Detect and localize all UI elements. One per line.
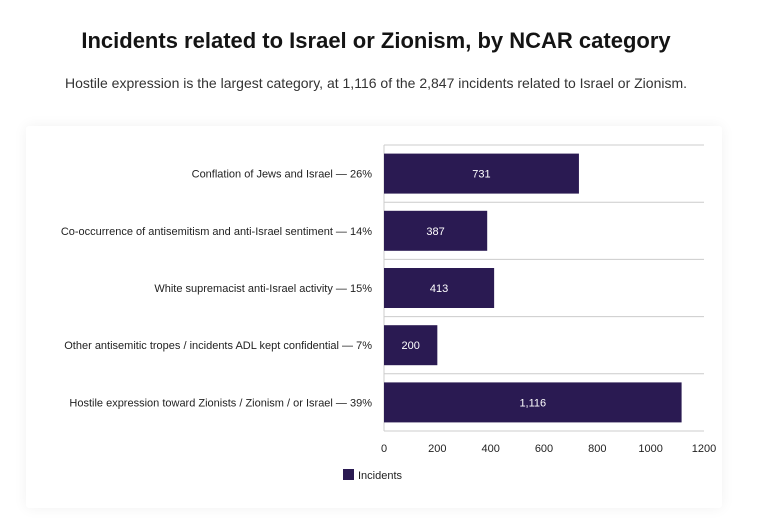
x-tick-label: 600 <box>535 443 553 455</box>
x-tick-label: 400 <box>481 443 499 455</box>
x-tick-label: 200 <box>428 443 446 455</box>
value-label: 387 <box>426 226 444 238</box>
category-label: Co-occurrence of antisemitism and anti-I… <box>61 226 372 238</box>
x-tick-label: 800 <box>588 443 606 455</box>
category-label: Conflation of Jews and Israel — 26% <box>192 169 373 181</box>
chart-subtitle: Hostile expression is the largest catego… <box>64 75 688 91</box>
bar <box>384 325 438 366</box>
legend-swatch <box>343 469 354 480</box>
value-label: 413 <box>430 283 448 295</box>
category-label: White supremacist anti-Israel activity —… <box>154 283 372 295</box>
value-label: 731 <box>472 169 490 181</box>
chart-title: Incidents related to Israel or Zionism, … <box>81 28 671 53</box>
bar <box>384 382 682 423</box>
value-label: 1,116 <box>519 397 546 409</box>
legend-label: Incidents <box>358 470 403 482</box>
x-tick-label: 1200 <box>692 443 716 455</box>
category-label: Other antisemitic tropes / incidents ADL… <box>64 340 372 352</box>
x-tick-label: 1000 <box>638 443 662 455</box>
value-label: 200 <box>401 340 419 352</box>
bar <box>384 153 579 194</box>
x-tick-label: 0 <box>381 443 387 455</box>
bar <box>384 268 495 308</box>
category-label: Hostile expression toward Zionists / Zio… <box>69 397 372 409</box>
bar <box>384 210 488 251</box>
